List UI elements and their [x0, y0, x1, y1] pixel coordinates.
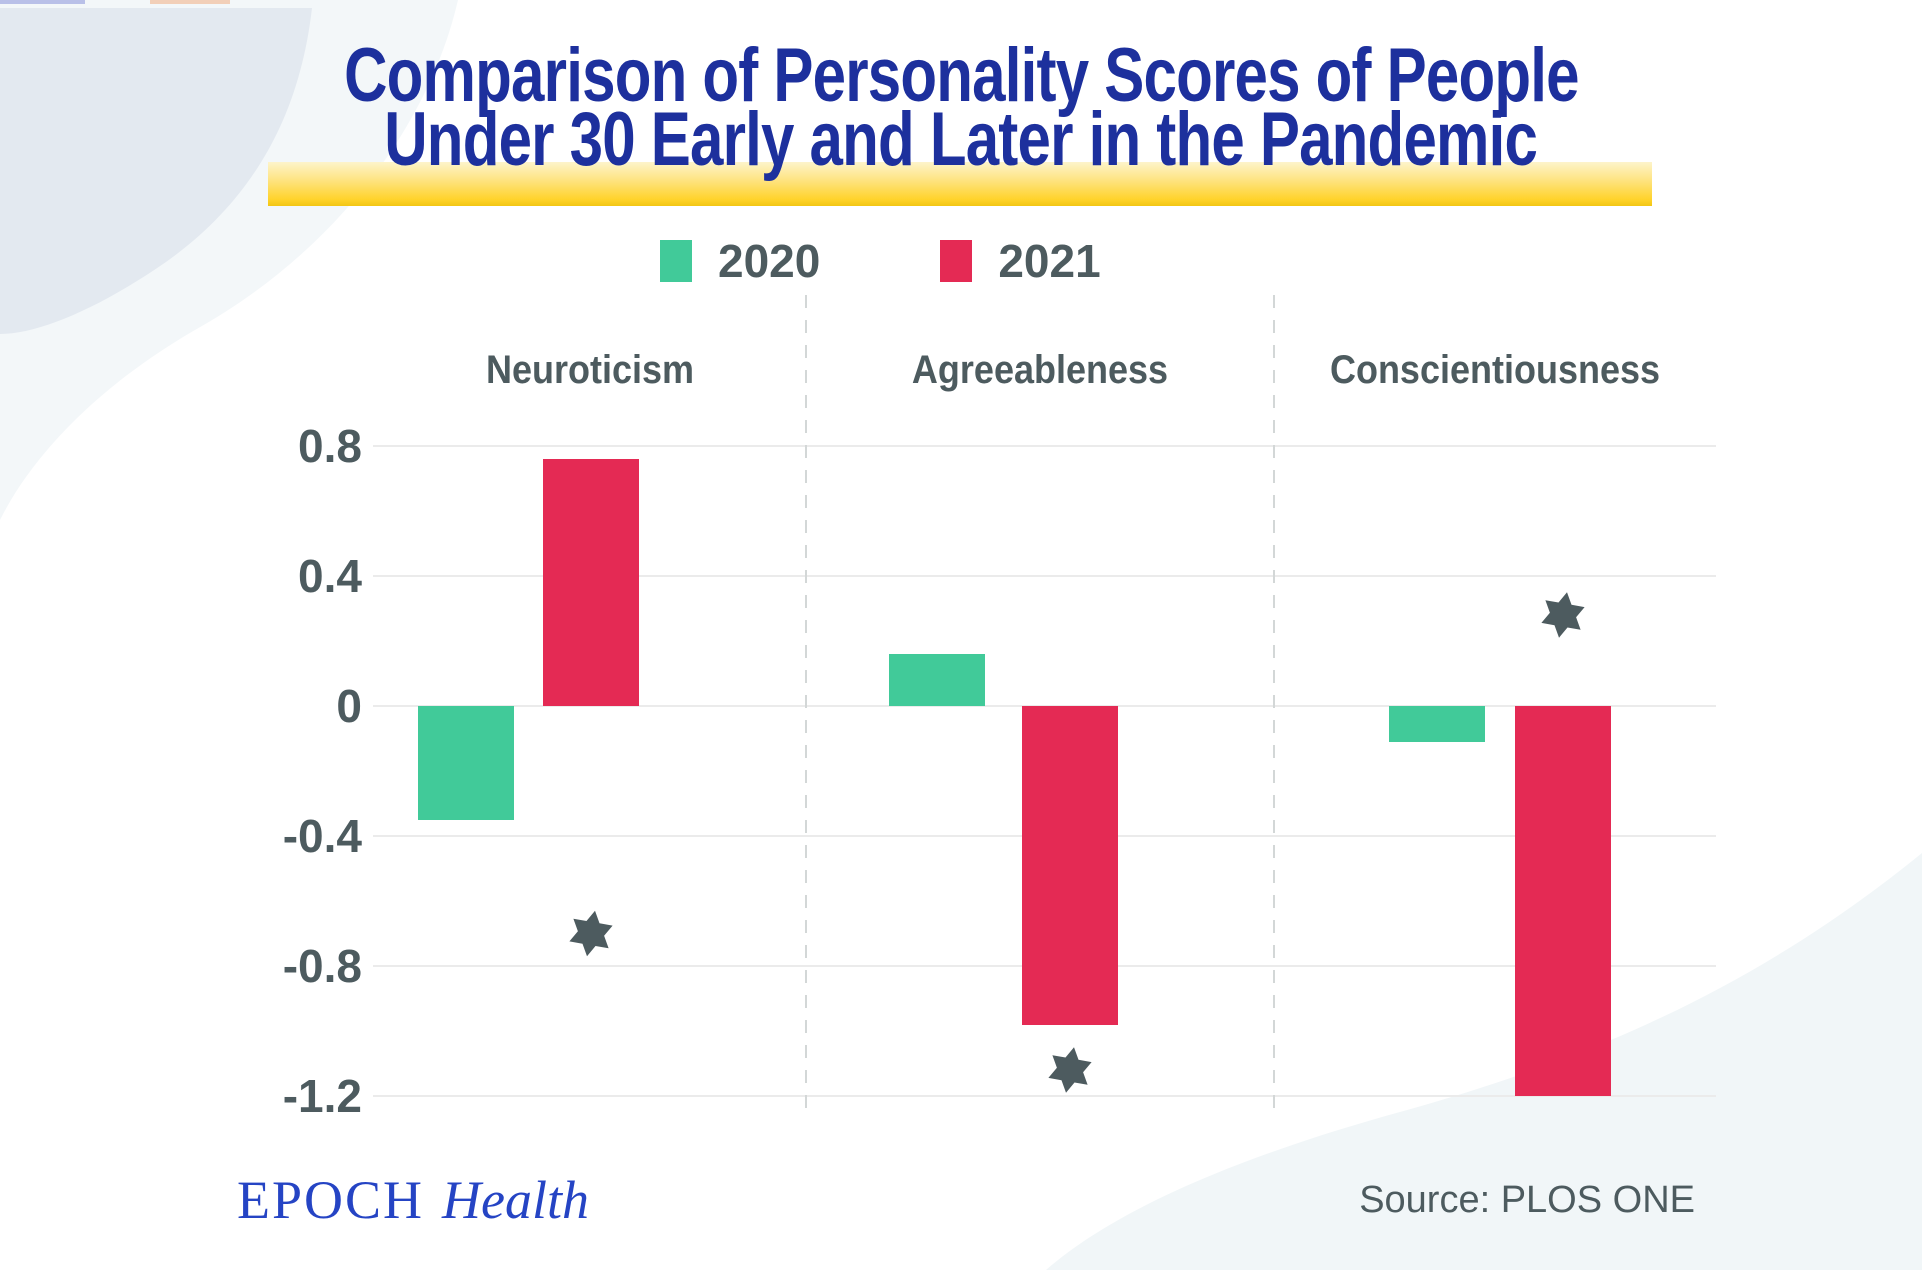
page-title-line-2: Under 30 Early and Later in the Pandemic	[384, 97, 1539, 182]
significance-star-agreeableness	[1048, 1047, 1092, 1093]
y-axis-tick-label-0.4: 0.4	[298, 550, 362, 602]
panel-separator-1	[805, 295, 807, 1112]
panel-title-neuroticism: Neuroticism	[485, 348, 695, 392]
legend-swatch-2021	[940, 240, 973, 282]
y-axis-tick-label-0.8: 0.8	[298, 420, 362, 472]
bar-2021-neuroticism	[543, 459, 639, 706]
top-edge-strip-peach	[150, 0, 230, 4]
bar-2020-agreeableness	[889, 654, 985, 706]
significance-star-neuroticism	[569, 910, 613, 957]
page-title-line-1: Comparison of Personality Scores of Peop…	[343, 33, 1579, 118]
brand-logo-health: Health	[442, 1170, 590, 1230]
legend-item-2020: 2020	[660, 235, 821, 287]
legend-swatch-2020	[660, 240, 692, 282]
legend-item-2021: 2021	[940, 235, 1101, 287]
y-axis-tick-label--0.4: -0.4	[282, 810, 362, 862]
bar-2021-agreeableness	[1022, 706, 1118, 1025]
bar-2021-conscientiousness	[1515, 706, 1611, 1096]
legend-label-2021: 2021	[998, 235, 1101, 287]
gridline-y-0.8	[373, 445, 1716, 447]
gridline-y--1.2	[373, 1095, 1716, 1097]
panel-separator-2	[1273, 295, 1275, 1112]
bar-2020-conscientiousness	[1389, 706, 1485, 742]
brand-logo: EPOCH Health	[237, 1172, 589, 1228]
significance-star-conscientiousness	[1541, 592, 1585, 638]
source-text: Source: PLOS ONE	[1359, 1179, 1695, 1221]
gridline-y-0.4	[373, 575, 1716, 577]
title-highlight-bar	[268, 162, 1652, 206]
bar-2020-neuroticism	[418, 706, 514, 820]
panel-title-agreeableness: Agreeableness	[911, 348, 1169, 392]
brand-logo-epoch: EPOCH	[237, 1170, 425, 1230]
y-axis-tick-label--0.8: -0.8	[282, 940, 362, 992]
top-edge-strip-lavender	[0, 0, 85, 4]
legend: 2020 2021	[660, 235, 1101, 287]
y-axis-tick-label--1.2: -1.2	[282, 1070, 362, 1122]
legend-label-2020: 2020	[718, 235, 821, 287]
y-axis-tick-label-0: 0	[336, 680, 362, 732]
panel-title-conscientiousness: Conscientiousness	[1329, 348, 1661, 392]
